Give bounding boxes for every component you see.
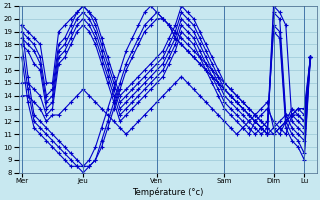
X-axis label: Température (°c): Température (°c)	[132, 187, 203, 197]
